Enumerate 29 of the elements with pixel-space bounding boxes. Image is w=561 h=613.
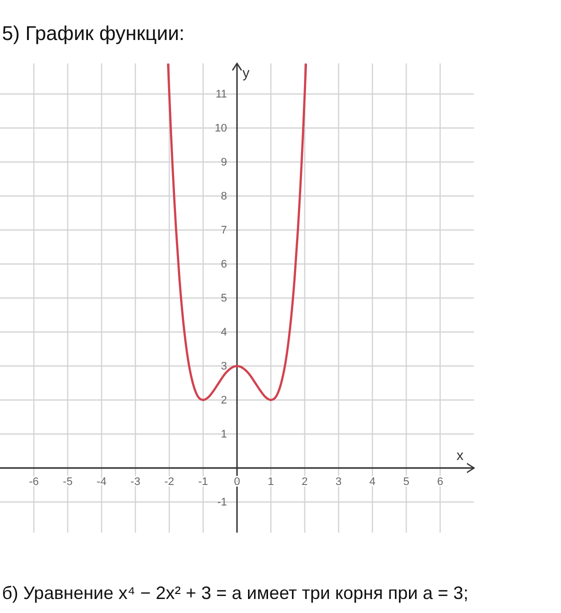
x-tick-label: 5 [403,476,410,488]
x-tick-label: 3 [336,476,342,488]
x-tick-label: -5 [62,476,73,488]
x-tick-label: 4 [369,476,376,488]
x-tick-label: -2 [164,476,174,488]
y-tick-label: 4 [220,326,227,338]
y-tick-label: 11 [216,88,227,100]
line-series [167,63,307,402]
x-tick-label: -6 [28,476,39,488]
x-tick-label: 6 [437,476,444,488]
x-tick-label: 1 [268,476,274,488]
x-tick-label: -1 [198,476,208,488]
chart-title: 5) График функции: [2,23,185,45]
y-tick-label: 1 [220,428,227,440]
y-tick-label: 6 [220,258,227,270]
y-tick-label: 8 [220,190,227,202]
y-tick-label: 7 [220,224,227,236]
x-axis-title: x [456,447,464,463]
y-axis-title: y [242,64,250,80]
y-tick-label: 3 [220,360,227,372]
y-tick-label: 2 [220,394,227,406]
y-tick-label: -1 [217,496,227,508]
y-tick-label: 9 [220,156,227,168]
x-tick-label: -3 [130,476,140,488]
text: б) Уравнение x⁴ − 2x² + 3 = a имеет три корня при a = 3; [2,583,468,603]
y-tick-label: 5 [220,292,227,304]
x-tick-label: 2 [302,476,308,488]
x-tick-label: -4 [96,476,106,488]
y-tick-label: 10 [214,122,227,134]
